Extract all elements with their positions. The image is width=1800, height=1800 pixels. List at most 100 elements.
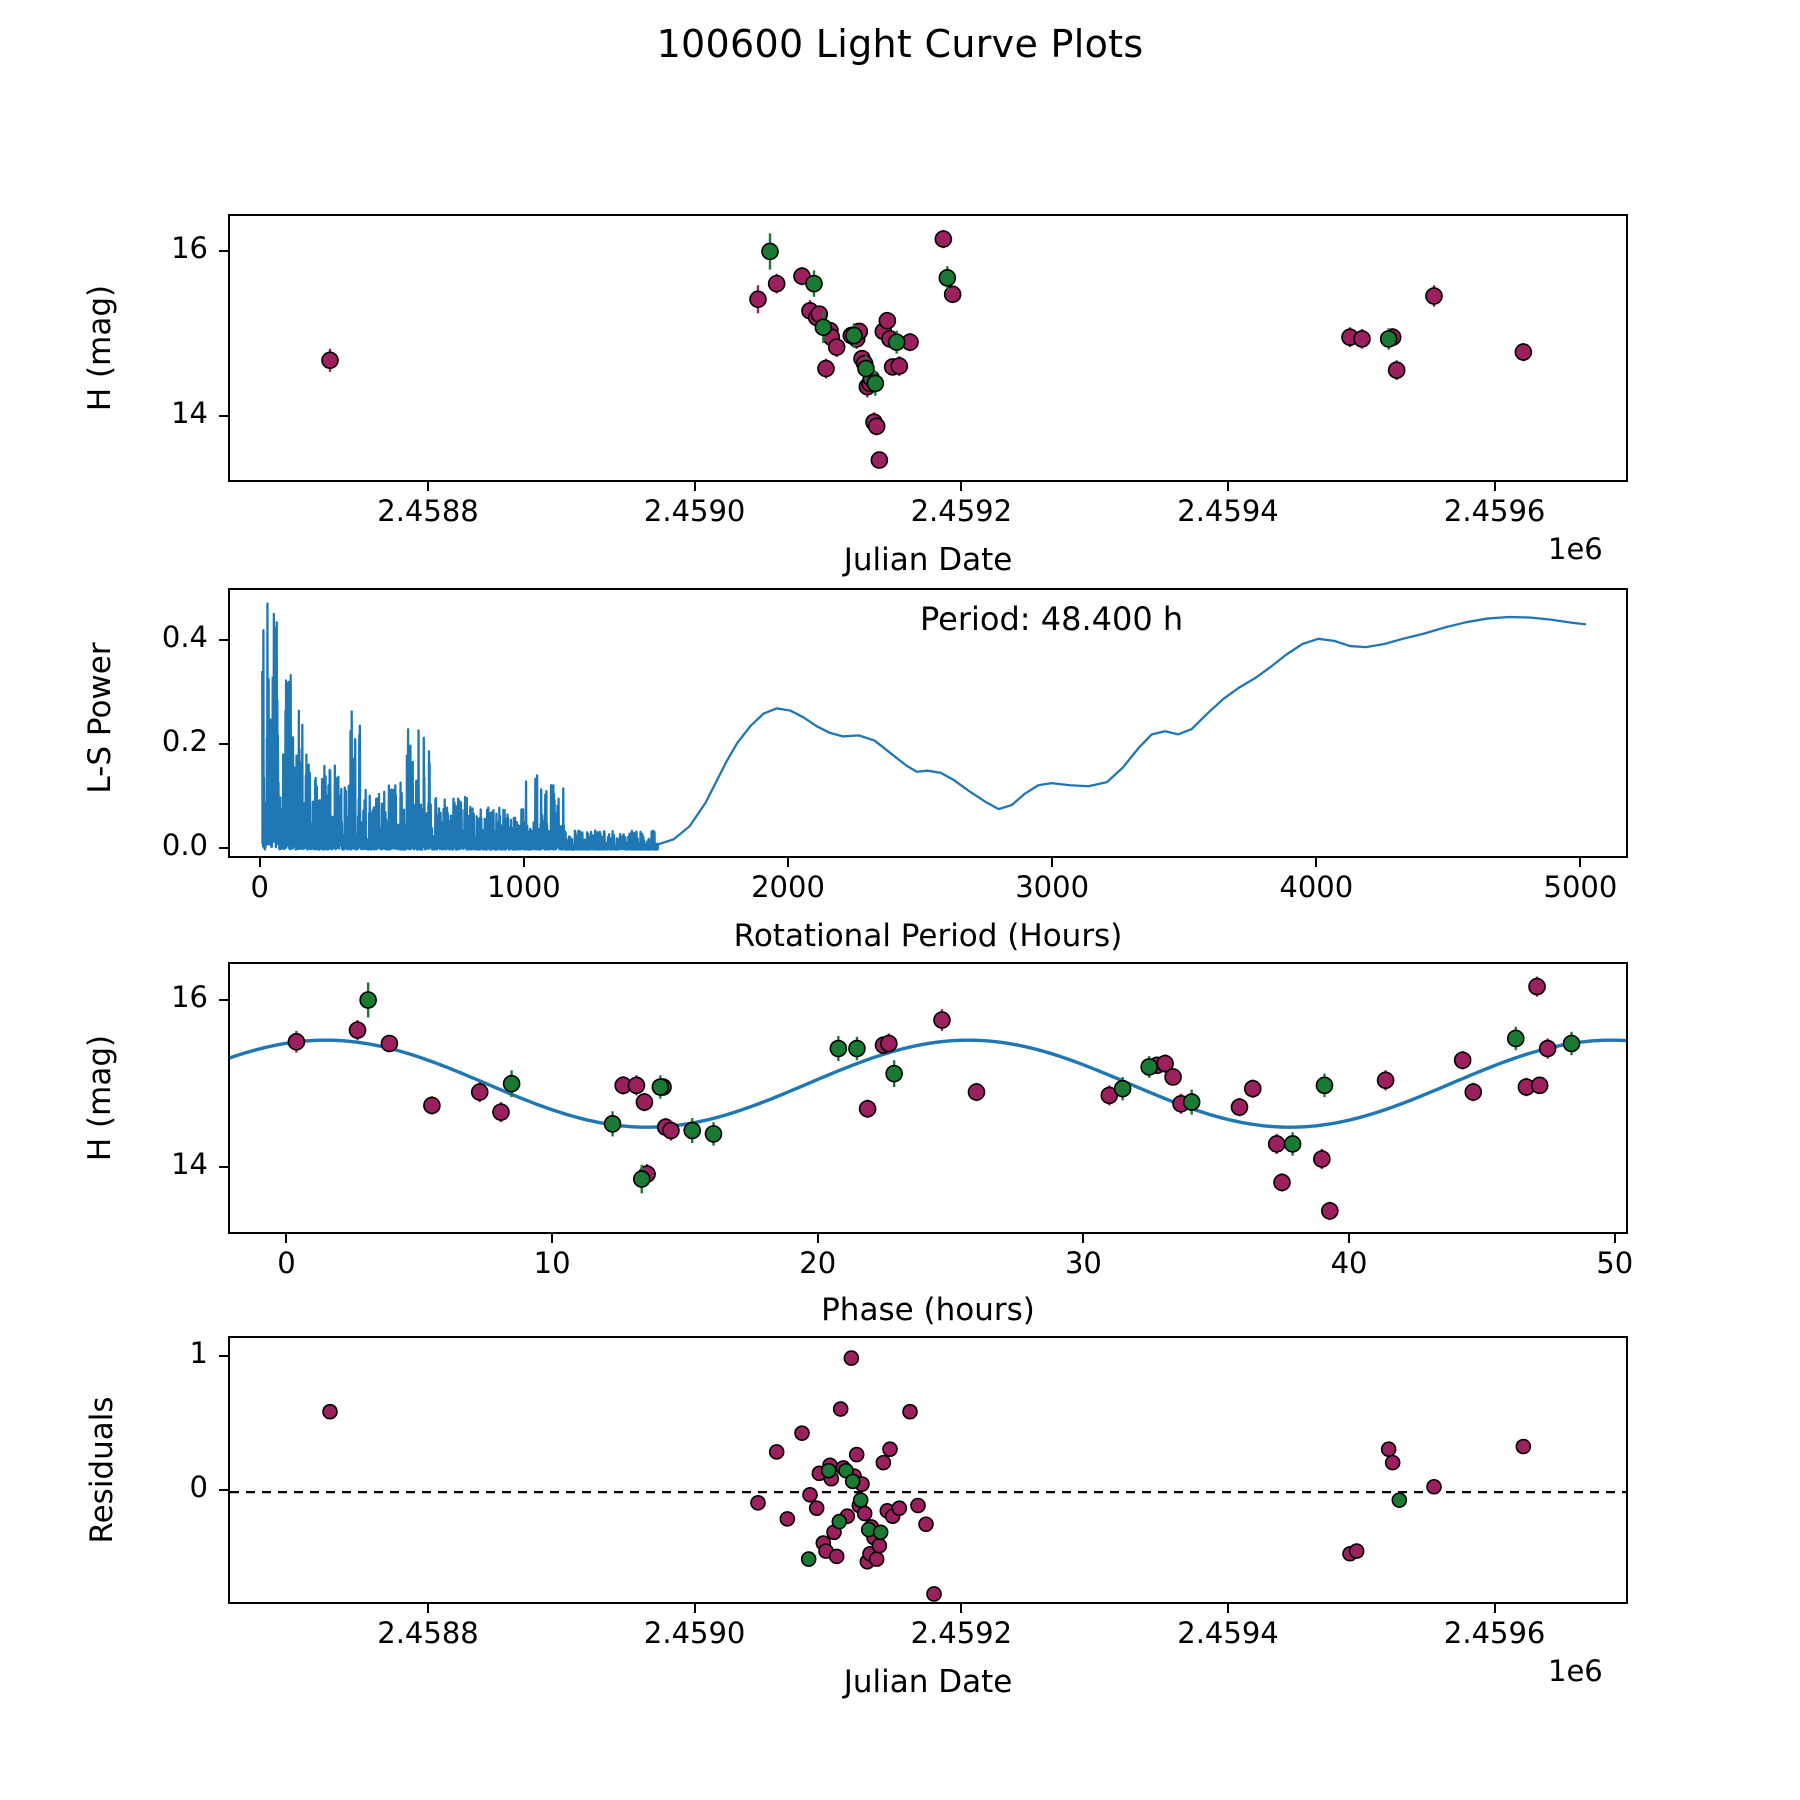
data-point	[794, 1425, 810, 1441]
x-tick	[1348, 1234, 1351, 1243]
data-point	[852, 1492, 869, 1508]
x-tick-label: 1000	[486, 870, 561, 904]
data-point	[492, 1103, 510, 1121]
data-point	[890, 357, 909, 375]
y-tick-label: 1	[189, 1336, 208, 1371]
data-point	[1273, 1173, 1291, 1192]
data-point	[882, 1441, 898, 1458]
data-point	[934, 230, 953, 248]
x-tick-label: 2.4592	[910, 494, 1013, 528]
data-point	[943, 285, 962, 304]
panel1-xlabel: Julian Date	[843, 542, 1013, 578]
data-point	[322, 1403, 338, 1420]
x-tick	[960, 1604, 963, 1613]
data-point	[868, 1551, 885, 1567]
data-point	[359, 991, 377, 1009]
y-tick-label: 16	[171, 231, 208, 266]
panel3-xlabel: Phase (hours)	[821, 1292, 1035, 1328]
data-point	[1515, 1438, 1532, 1455]
data-point	[683, 1121, 702, 1140]
data-point	[502, 1074, 521, 1093]
data-point	[1506, 1029, 1525, 1048]
data-point	[802, 1486, 818, 1503]
x-tick-label: 2000	[751, 870, 825, 904]
data-point	[1425, 287, 1443, 305]
data-point	[910, 1497, 926, 1514]
data-point	[1267, 1135, 1286, 1153]
x-tick	[427, 482, 429, 491]
light-curve-axes	[228, 214, 1628, 482]
x-tick	[551, 1234, 554, 1243]
data-point	[870, 451, 889, 469]
data-point	[858, 1099, 877, 1118]
data-point	[808, 1500, 825, 1516]
data-point	[878, 311, 897, 330]
panel1-offset-text: 1e6	[1548, 532, 1603, 566]
x-tick	[1051, 858, 1054, 867]
x-tick-label: 5000	[1543, 870, 1618, 904]
data-point	[887, 333, 906, 351]
data-point	[627, 1076, 646, 1095]
data-point	[1283, 1135, 1302, 1153]
x-tick-label: 2.4592	[910, 1616, 1013, 1650]
x-tick	[522, 858, 525, 867]
y-tick-label: 0.4	[161, 619, 208, 654]
y-tick	[219, 1489, 228, 1492]
data-point	[871, 1537, 888, 1554]
x-tick	[787, 858, 789, 867]
x-tick-label: 4000	[1279, 870, 1354, 904]
x-tick-label: 2.4594	[1177, 1616, 1279, 1650]
y-tick-label: 0.2	[161, 723, 208, 758]
y-tick-label: 0.0	[161, 827, 208, 862]
data-point	[848, 1446, 865, 1463]
data-point	[902, 1403, 918, 1420]
data-point	[926, 1586, 942, 1602]
data-point	[856, 1505, 873, 1522]
x-tick-label: 0	[250, 870, 269, 904]
data-point	[872, 1524, 889, 1541]
data-point	[761, 242, 779, 261]
panel2-xlabel: Rotational Period (Hours)	[733, 918, 1123, 954]
data-point	[1384, 1454, 1401, 1471]
x-tick-label: 2.4596	[1443, 494, 1546, 528]
data-point	[603, 1115, 622, 1133]
data-point	[828, 1548, 845, 1565]
data-point	[779, 1511, 796, 1527]
data-point	[885, 1064, 903, 1083]
data-point	[1313, 1150, 1331, 1168]
periodogram-axes	[228, 588, 1628, 858]
residuals-axes	[228, 1336, 1628, 1604]
x-tick-label: 2.4594	[1177, 494, 1279, 528]
data-point	[933, 1011, 951, 1029]
x-tick-label: 2.4590	[643, 1616, 746, 1650]
data-point	[321, 351, 339, 370]
data-point	[891, 1500, 908, 1516]
data-point	[832, 1401, 849, 1417]
data-point	[1376, 1071, 1395, 1090]
data-point	[1321, 1202, 1339, 1220]
data-point	[1243, 1079, 1262, 1098]
data-point	[423, 1096, 441, 1115]
x-tick-label: 10	[533, 1246, 571, 1280]
y-tick-label: 14	[171, 1147, 208, 1182]
data-point	[867, 417, 886, 436]
data-point	[1464, 1083, 1483, 1101]
panel4-xlabel: Julian Date	[843, 1664, 1013, 1700]
data-point	[814, 318, 833, 337]
data-point	[1528, 977, 1546, 996]
data-point	[1379, 330, 1398, 348]
data-point	[704, 1125, 723, 1143]
data-point	[820, 1462, 837, 1479]
data-point	[1530, 1076, 1549, 1095]
x-tick	[693, 482, 696, 491]
data-point	[767, 274, 786, 293]
data-point	[1315, 1076, 1334, 1095]
data-point	[1113, 1079, 1132, 1098]
x-tick	[258, 858, 261, 867]
data-point	[348, 1021, 367, 1039]
x-tick	[1493, 482, 1496, 491]
data-point	[1230, 1098, 1249, 1116]
data-point	[800, 1551, 817, 1567]
data-point	[827, 338, 846, 356]
data-point	[380, 1034, 399, 1053]
